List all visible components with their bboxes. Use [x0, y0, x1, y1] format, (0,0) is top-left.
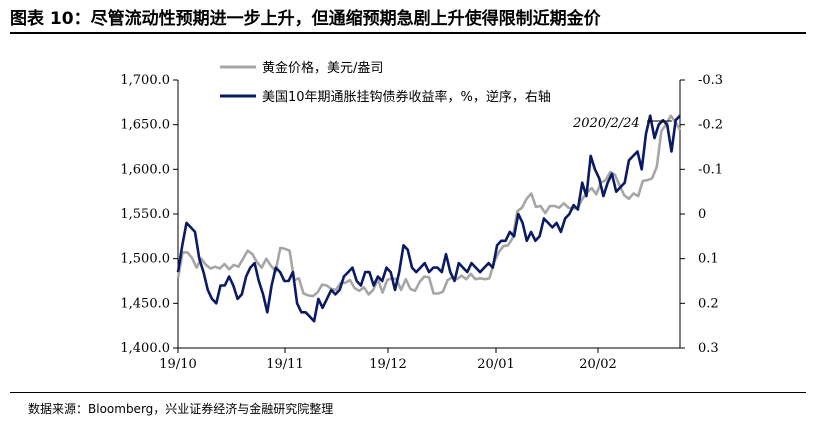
right-tick-label: -0.2: [698, 118, 723, 133]
x-tick-label: 19/11: [266, 357, 303, 372]
footer-rule: [10, 392, 806, 393]
legend-label-tips: 美国10年期通胀挂钩债券收益率，%，逆序，右轴: [262, 89, 551, 105]
series-line-tips-yield: [176, 114, 681, 323]
right-tick-label: 0: [698, 207, 706, 222]
left-tick-label: 1,500.0: [120, 252, 170, 267]
x-tick-label: 20/01: [477, 357, 514, 372]
x-tick-label: 19/10: [159, 357, 196, 372]
right-tick-label: -0.3: [698, 73, 723, 88]
right-tick-label: 0.2: [698, 296, 719, 311]
left-tick-label: 1,600.0: [120, 162, 170, 177]
series-line-gold-price: [176, 114, 682, 298]
left-tick-label: 1,650.0: [120, 118, 170, 133]
left-tick-label: 1,450.0: [120, 296, 170, 311]
left-tick-label: 1,550.0: [120, 207, 170, 222]
source-note: 数据来源：Bloomberg，兴业证券经济与金融研究院整理: [28, 402, 334, 416]
right-tick-label: 0.1: [698, 252, 719, 267]
chart-title: 图表 10：尽管流动性预期进一步上升，但通缩预期急剧上升使得限制近期金价: [10, 9, 601, 29]
left-tick-label: 1,400.0: [120, 341, 170, 356]
annotation-date: 2020/2/24: [572, 116, 640, 131]
x-tick-label: 19/12: [369, 357, 406, 372]
legend: 黄金价格，美元/盎司 美国10年期通胀挂钩债券收益率，%，逆序，右轴: [220, 60, 551, 105]
right-tick-label: 0.3: [698, 341, 719, 356]
right-tick-label: -0.1: [698, 162, 723, 177]
left-tick-label: 1,700.0: [120, 73, 170, 88]
legend-label-gold: 黄金价格，美元/盎司: [262, 60, 383, 76]
title-rule: [10, 32, 806, 34]
x-tick-label: 20/02: [579, 357, 616, 372]
